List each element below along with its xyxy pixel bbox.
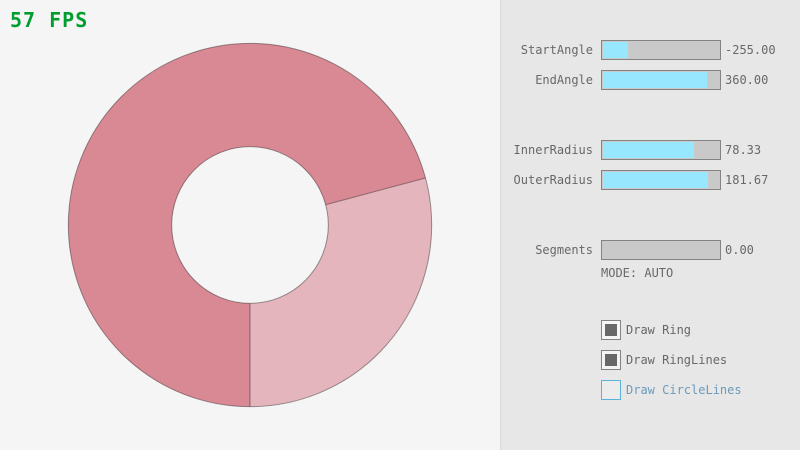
control-panel: StartAngle -255.00 EndAngle 360.00 Inner… — [500, 0, 800, 450]
segments-slider[interactable] — [601, 240, 721, 260]
slider-row-outerradius: OuterRadius 181.67 — [501, 170, 800, 190]
slider-row-endangle: EndAngle 360.00 — [501, 70, 800, 90]
endangle-slider[interactable] — [601, 70, 721, 90]
endangle-label: EndAngle — [535, 73, 593, 87]
check-mark-icon — [605, 324, 617, 336]
innerradius-slider-fill — [603, 142, 694, 158]
endangle-slider-fill — [603, 72, 707, 88]
check-mark-icon — [605, 354, 617, 366]
startangle-label: StartAngle — [520, 43, 593, 57]
outerradius-label: OuterRadius — [513, 173, 593, 187]
innerradius-value: 78.33 — [725, 143, 762, 157]
draw-circlelines-label: Draw CircleLines — [626, 383, 742, 397]
innerradius-slider[interactable] — [601, 140, 721, 160]
outerradius-value: 181.67 — [725, 173, 769, 187]
draw-ring-label: Draw Ring — [626, 323, 692, 337]
segments-label: Segments — [535, 243, 593, 257]
slider-row-innerradius: InnerRadius 78.33 — [501, 140, 800, 160]
outerradius-slider-fill — [603, 172, 708, 188]
draw-ring-checkbox[interactable] — [601, 320, 621, 340]
slider-row-segments: Segments 0.00 — [501, 240, 800, 260]
mode-label: MODE: AUTO — [601, 266, 674, 280]
draw-ringlines-label: Draw RingLines — [626, 353, 728, 367]
slider-row-startangle: StartAngle -255.00 — [501, 40, 800, 60]
startangle-slider-fill — [603, 42, 628, 58]
startangle-slider[interactable] — [601, 40, 721, 60]
fps-counter: 57 FPS — [10, 8, 89, 32]
checkbox-row-draw-circlelines: Draw CircleLines — [501, 380, 800, 400]
checkbox-row-draw-ring: Draw Ring — [501, 320, 800, 340]
outerradius-slider[interactable] — [601, 170, 721, 190]
endangle-value: 360.00 — [725, 73, 769, 87]
checkbox-row-draw-ringlines: Draw RingLines — [501, 350, 800, 370]
draw-circlelines-checkbox[interactable] — [601, 380, 621, 400]
startangle-value: -255.00 — [725, 43, 776, 57]
draw-ringlines-checkbox[interactable] — [601, 350, 621, 370]
innerradius-label: InnerRadius — [513, 143, 593, 157]
segments-value: 0.00 — [725, 243, 754, 257]
